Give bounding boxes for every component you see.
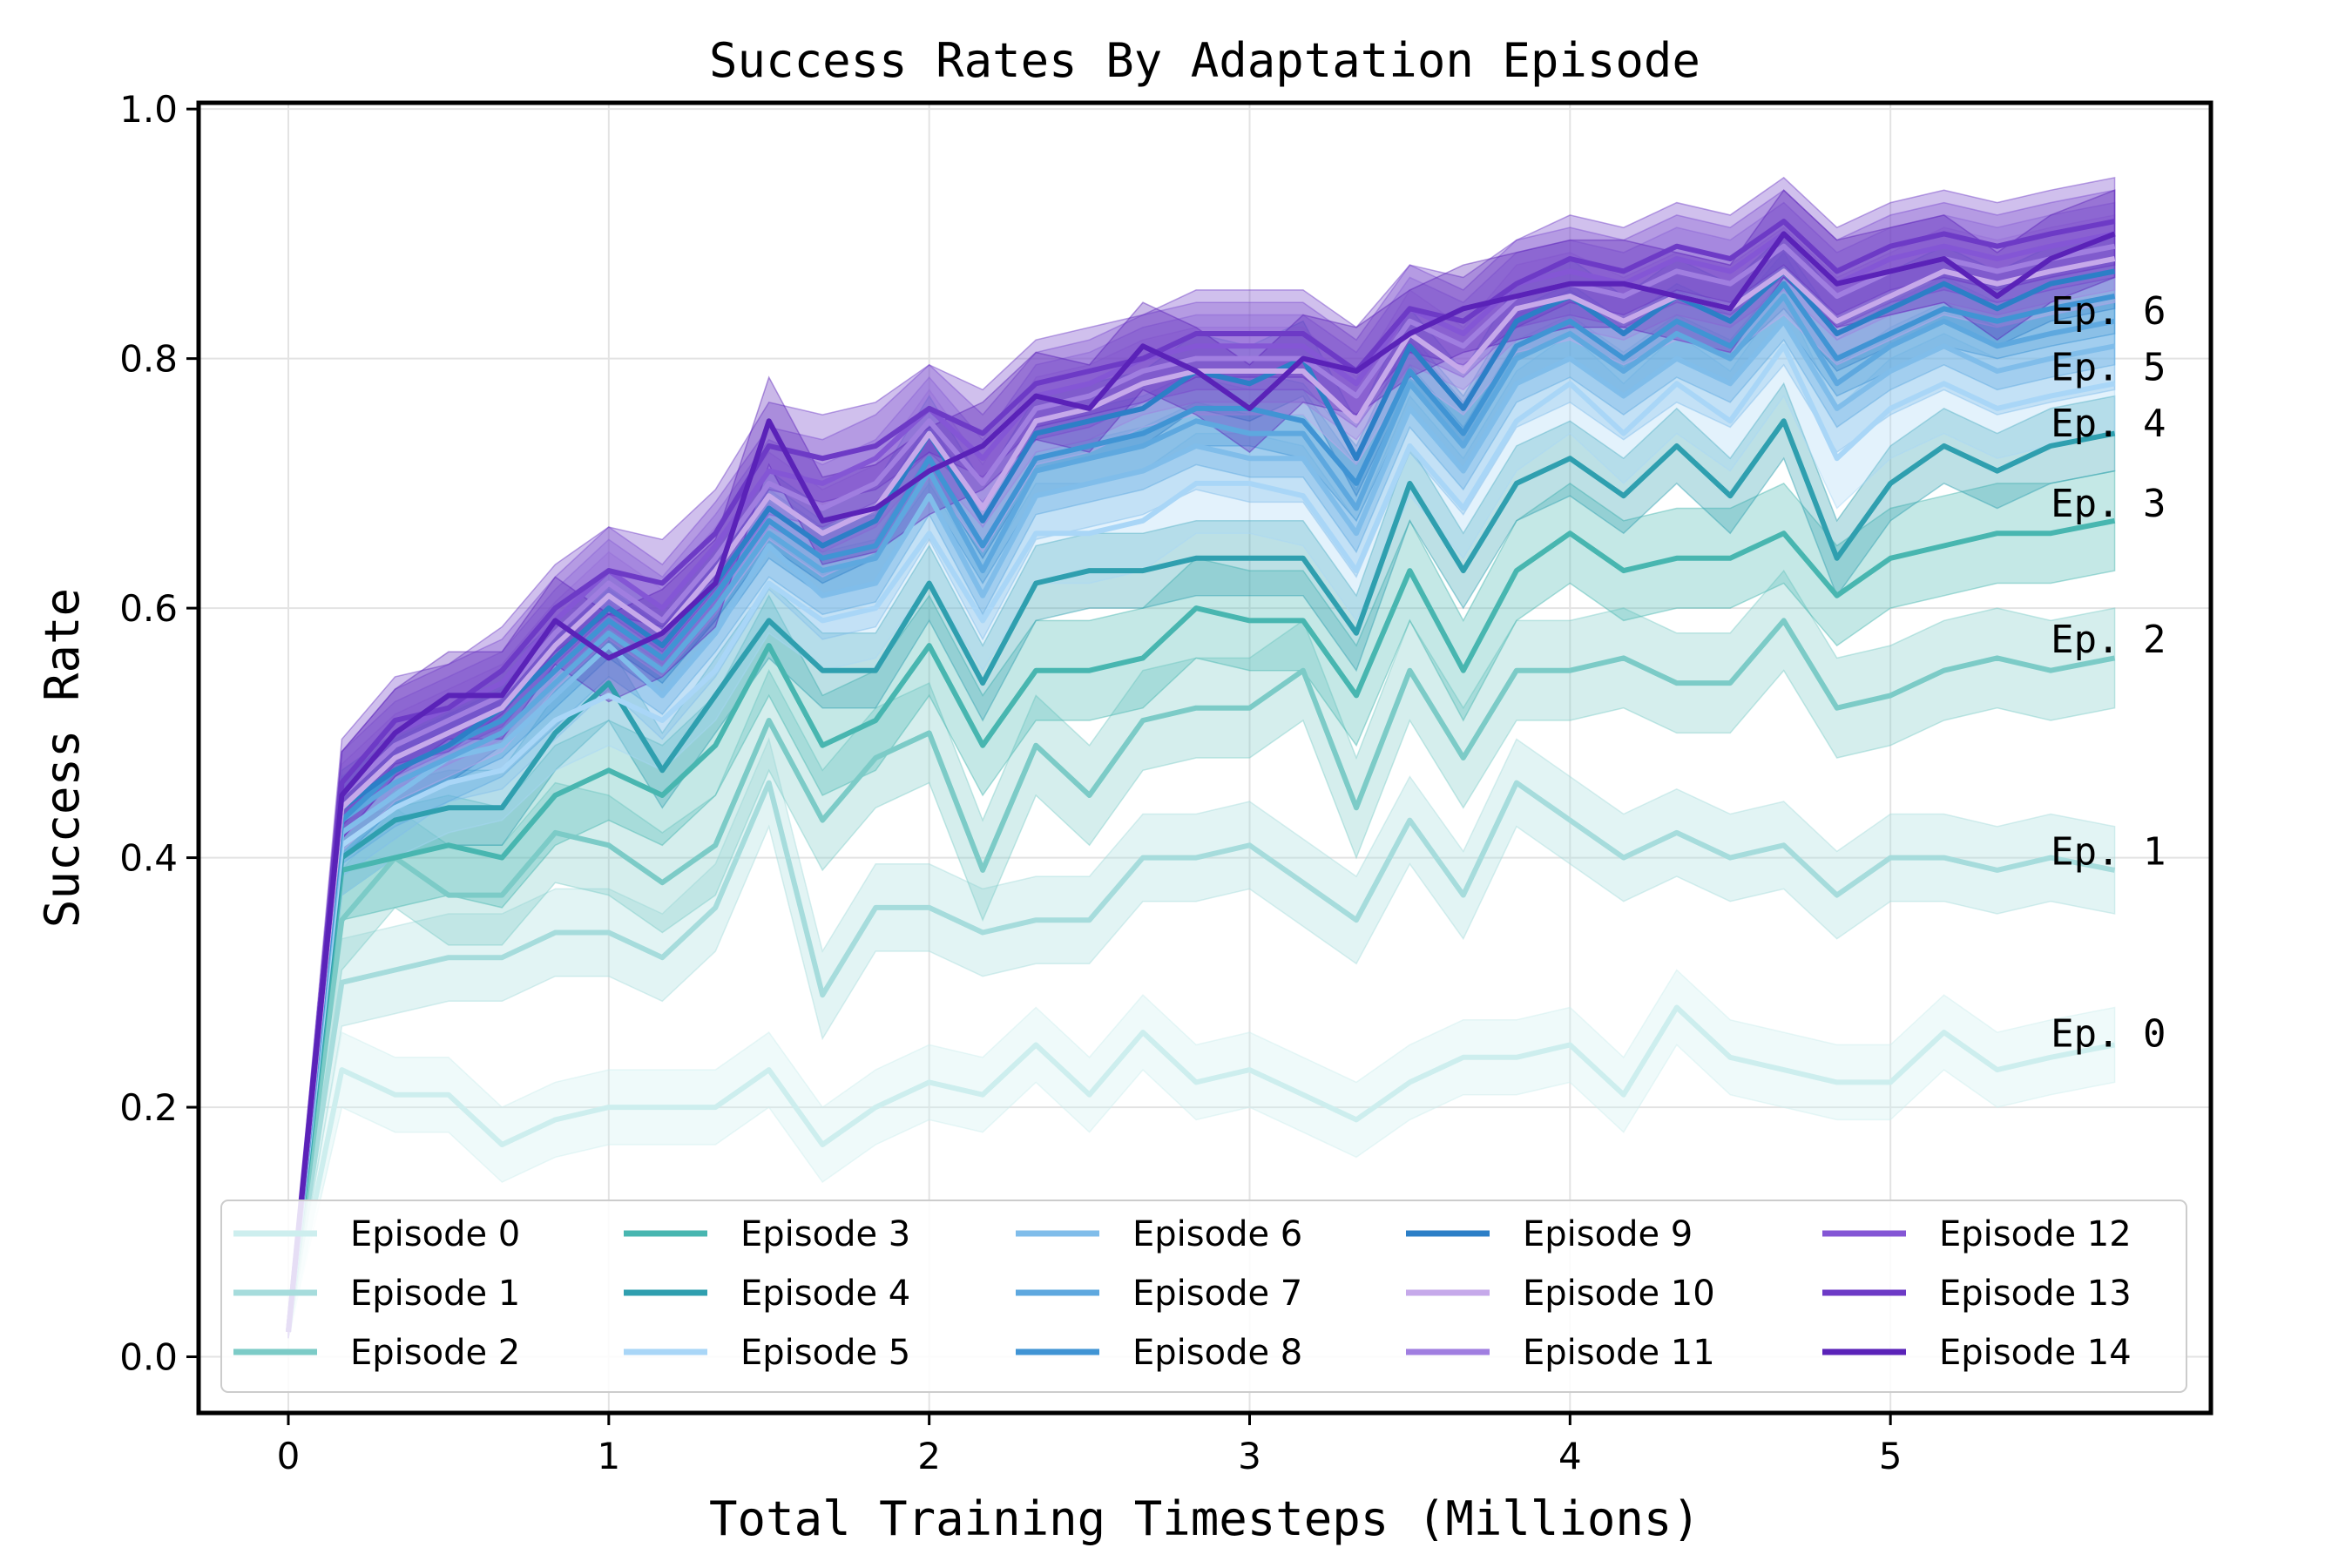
legend-label: Episode 2 (350, 1333, 520, 1373)
x-axis-label: Total Training Timesteps (Millions) (709, 1491, 1700, 1546)
x-tick-label: 2 (917, 1435, 941, 1477)
series-line (286, 780, 2116, 1333)
series-line (286, 243, 2116, 1333)
legend-label: Episode 3 (740, 1214, 910, 1254)
legend: Episode 0 Episode 1 Episode 2 Episode 3 Epis… (220, 1200, 2187, 1393)
x-tick-label: 3 (1238, 1435, 1261, 1477)
legend-label: Episode 10 (1523, 1274, 1715, 1314)
legend-label: Episode 8 (1132, 1333, 1302, 1373)
series-line (286, 343, 2116, 1333)
series-line (286, 294, 2116, 1333)
legend-label: Episode 1 (350, 1274, 520, 1314)
confidence-bands (287, 176, 2116, 1339)
plot-frame (196, 100, 2213, 1416)
legend-label: Episode 5 (740, 1333, 910, 1373)
y-axis-label: Success Rate (35, 588, 90, 928)
x-tick-label: 1 (597, 1435, 620, 1477)
y-tick-label: 0.4 (119, 837, 178, 880)
episode-annotations: Ep. 6 Ep. 5 Ep. 4 Ep. 3 Ep. 2 Ep. 1 Ep. 0 (2051, 289, 2166, 1056)
axis-ticks: 0 1 2 3 4 5 0.0 0.2 0.4 0.6 0.8 1.0 (119, 88, 1902, 1477)
series-line (286, 418, 2116, 1333)
legend-label: Episode 9 (1523, 1214, 1693, 1254)
episode-annotation: Ep. 5 (2051, 346, 2166, 390)
legend-label: Episode 14 (1939, 1333, 2132, 1373)
chart-title: Success Rates By Adaptation Episode (709, 33, 1700, 88)
series-lines (286, 219, 2116, 1333)
confidence-band (287, 969, 2116, 1339)
y-tick-label: 0.8 (119, 338, 178, 381)
episode-annotation: Ep. 3 (2051, 482, 2166, 526)
episode-annotation: Ep. 6 (2051, 289, 2166, 334)
legend-label: Episode 12 (1939, 1214, 2132, 1254)
series-line (286, 517, 2116, 1333)
legend-box (220, 1200, 2187, 1393)
y-tick-label: 0.0 (119, 1336, 178, 1379)
x-tick-label: 4 (1558, 1435, 1582, 1477)
series-line (286, 280, 2116, 1333)
episode-annotation: Ep. 4 (2051, 402, 2166, 446)
x-tick-label: 0 (277, 1435, 301, 1477)
legend-label: Episode 7 (1132, 1274, 1302, 1314)
series-line (286, 318, 2116, 1333)
series-line (286, 219, 2116, 1333)
x-tick-label: 5 (1879, 1435, 1903, 1477)
episode-annotation: Ep. 0 (2051, 1012, 2166, 1057)
y-tick-label: 0.2 (119, 1086, 178, 1129)
episode-annotation: Ep. 2 (2051, 618, 2166, 662)
legend-label: Episode 6 (1132, 1214, 1302, 1254)
series-line (286, 231, 2116, 1333)
legend-label: Episode 13 (1939, 1274, 2132, 1314)
episode-annotation: Ep. 1 (2051, 829, 2166, 874)
legend-label: Episode 4 (740, 1274, 910, 1314)
series-line (286, 1004, 2116, 1333)
y-tick-label: 1.0 (119, 88, 178, 131)
series-line (286, 618, 2116, 1333)
legend-label: Episode 0 (350, 1214, 520, 1254)
y-tick-label: 0.6 (119, 587, 178, 630)
confidence-band (287, 569, 2116, 1339)
legend-label: Episode 11 (1523, 1333, 1715, 1373)
